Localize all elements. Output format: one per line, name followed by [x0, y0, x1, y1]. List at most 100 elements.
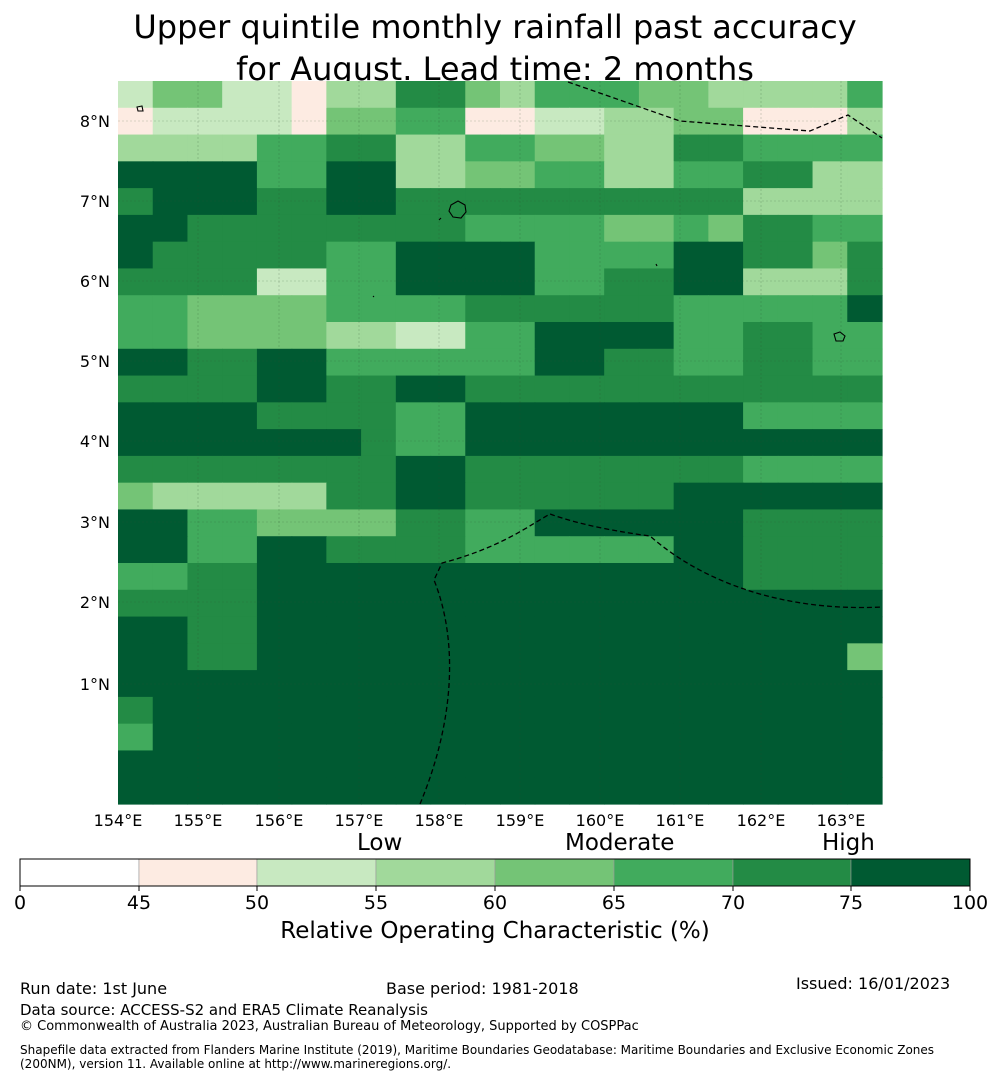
grid-cell [500, 268, 536, 296]
grid-cell [256, 295, 293, 323]
grid-cell [395, 482, 432, 511]
grid-cell [743, 696, 779, 725]
grid-cell [847, 455, 883, 484]
colorbar-swatch [256, 858, 377, 887]
grid-cell [534, 777, 571, 805]
grid-cell [152, 563, 189, 591]
grid-cell [187, 241, 223, 270]
grid-cell [395, 402, 432, 430]
grid-cell [777, 536, 814, 564]
longitude-labels: 154°E 155°E 156°E 157°E 158°E 159°E 160°E 161°E… [94, 811, 866, 830]
grid-cell [638, 322, 675, 350]
grid-cell [708, 536, 744, 564]
grid-cell [152, 375, 189, 403]
grid-cell [812, 482, 848, 511]
grid-cell [187, 723, 223, 752]
grid-cell [430, 643, 466, 671]
grid-cell [430, 750, 466, 778]
eez-boundary-south [419, 513, 883, 805]
grid-cell [673, 643, 709, 671]
grid-cell [500, 777, 536, 805]
grid-cell [222, 81, 258, 109]
grid-cell [256, 241, 293, 270]
grid-cell [638, 643, 675, 671]
grid-cell [256, 563, 293, 591]
grid-cell [847, 589, 883, 618]
grid-cell [326, 589, 362, 618]
colorbar-tick-label: 0 [14, 892, 26, 914]
grid-cell [638, 455, 675, 484]
grid-cell [777, 482, 814, 511]
grid-cell [500, 589, 536, 618]
colorbar-tick-label: 55 [364, 892, 388, 914]
grid-cell [638, 563, 675, 591]
grid-cell [604, 295, 640, 323]
colorbar-label-high: High [822, 830, 875, 856]
grid-cell [569, 402, 605, 430]
grid-cell [638, 402, 675, 430]
grid-cell [430, 723, 466, 752]
lat-tick-label: 4°N [80, 432, 110, 451]
lon-tick-label: 155°E [174, 811, 223, 830]
grid-cell [187, 643, 223, 671]
grid-cell [465, 455, 501, 484]
grid-cell [118, 509, 154, 537]
lon-tick-label: 161°E [656, 811, 705, 830]
grid-cell [395, 348, 432, 377]
grid-cell [569, 482, 605, 511]
grid-cell [708, 295, 744, 323]
grid-cell [465, 670, 501, 698]
grid-cell [256, 161, 293, 189]
grid-cell [708, 322, 744, 350]
grid-cell [361, 482, 397, 511]
grid-cell [430, 563, 466, 591]
grid-cell [222, 214, 258, 243]
grid-cell [812, 161, 848, 189]
grid-cell [326, 268, 362, 296]
grid-cell [604, 402, 640, 430]
grid-cell [187, 268, 223, 296]
grid-cell [673, 429, 709, 457]
grid-cell [638, 670, 675, 698]
colorbar-tick-label: 50 [245, 892, 269, 914]
grid-cell [534, 295, 571, 323]
grid-cell [743, 81, 779, 109]
grid-cell [708, 107, 744, 136]
grid-cell [152, 134, 189, 162]
grid-cell [430, 348, 466, 377]
copyright: © Commonwealth of Australia 2023, Austra… [20, 1019, 639, 1034]
grid-cell [777, 107, 814, 136]
grid-cell [638, 509, 675, 537]
grid-cell [743, 482, 779, 511]
grid-cell [326, 375, 362, 403]
grid-cell [638, 589, 675, 618]
grid-cell [847, 482, 883, 511]
grid-cell [673, 214, 709, 243]
grid-cell [361, 563, 397, 591]
grid-cell [361, 295, 397, 323]
grid-cell [395, 81, 432, 109]
grid-cell [256, 429, 293, 457]
grid-cell [569, 723, 605, 752]
grid-cell [534, 509, 571, 537]
grid-cell [430, 589, 466, 618]
grid-cell [708, 482, 744, 511]
grid-cell [708, 696, 744, 725]
grid-cell [604, 482, 640, 511]
colorbar-swatch [850, 858, 971, 887]
grid-cell [361, 188, 397, 216]
grid-cell [118, 295, 154, 323]
grid-cell [500, 455, 536, 484]
grid-cell [326, 134, 362, 162]
grid-cell [118, 188, 154, 216]
grid-cell [812, 589, 848, 618]
grid-cell [152, 214, 189, 243]
grid-cell [500, 643, 536, 671]
grid-cell [638, 723, 675, 752]
grid-cell [465, 188, 501, 216]
grid-cell [708, 750, 744, 778]
grid-cell [361, 107, 397, 136]
grid-cell [777, 455, 814, 484]
grid-cell [847, 81, 883, 109]
grid-cell [743, 107, 779, 136]
